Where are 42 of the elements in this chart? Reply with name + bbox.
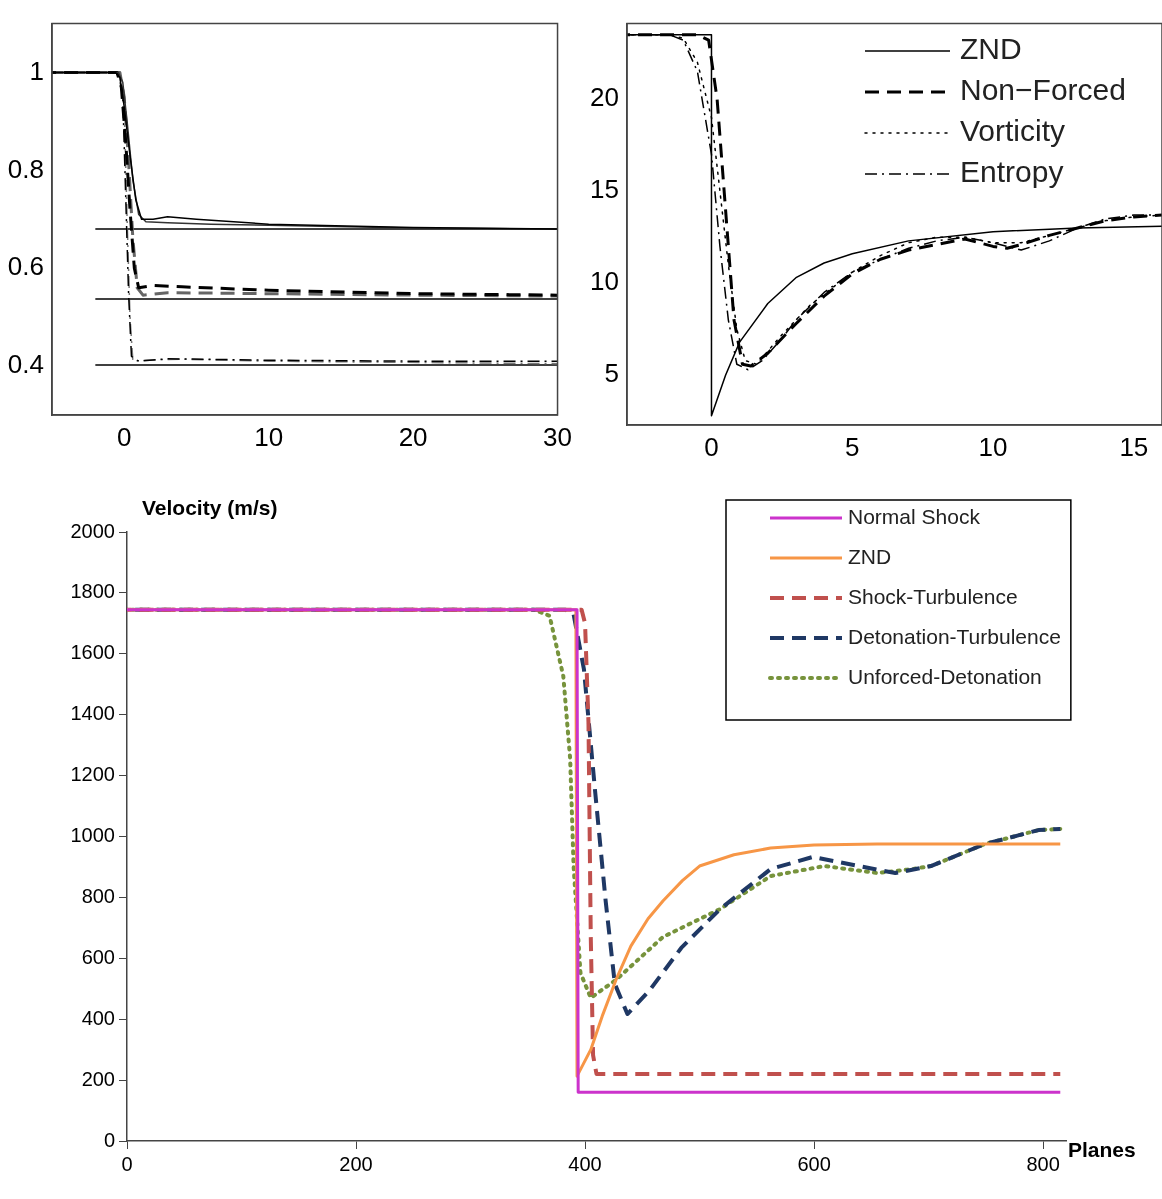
legend-label: ZND (960, 32, 1022, 66)
x-tick-label: 10 (254, 421, 284, 452)
y-tick-label: 0.6 (7, 251, 44, 282)
y-tick-label: 1400 (70, 702, 115, 725)
y-tick-label: 10 (590, 266, 619, 297)
x-tick-label: 800 (1026, 1152, 1060, 1175)
y-tick-label: 1800 (70, 580, 115, 603)
y-tick-label: 1000 (70, 824, 115, 847)
y-tick-label: 2000 (70, 519, 115, 542)
y-tick-label: 1200 (70, 763, 115, 786)
y-tick-label: 5 (604, 358, 619, 389)
legend-label: Unforced-Detonation (848, 664, 1042, 688)
y-tick-label: 0 (103, 1128, 115, 1151)
y-tick-label: 0.4 (7, 349, 44, 380)
y-tick-label: 800 (81, 884, 115, 907)
x-tick-label: 10 (978, 431, 1008, 462)
legend-label: Entropy (960, 155, 1064, 189)
legend-label: Normal Shock (848, 504, 981, 528)
x-tick-label: 5 (845, 431, 860, 462)
legend-label: Vorticity (960, 114, 1066, 148)
legend-label: Non−Forced (960, 73, 1126, 107)
y-tick-label: 200 (81, 1067, 115, 1090)
x-tick-label: 15 (1119, 431, 1149, 462)
legend-label: Detonation-Turbulence (848, 624, 1061, 648)
x-tick-label: 0 (704, 431, 719, 462)
legend-label: ZND (848, 544, 892, 568)
y-tick-label: 20 (590, 82, 619, 113)
y-axis-title: Velocity (m/s) (142, 496, 278, 520)
x-tick-label: 600 (797, 1152, 831, 1175)
legend-label: Shock-Turbulence (848, 584, 1018, 608)
x-tick-label: 0 (121, 1152, 133, 1175)
y-tick-label: 15 (590, 174, 619, 205)
x-tick-label: 30 (543, 421, 572, 452)
y-tick-label: 600 (81, 945, 115, 968)
x-axis-title: Planes (1068, 1137, 1136, 1161)
y-tick-label: 1 (29, 55, 44, 86)
y-tick-label: 400 (81, 1006, 115, 1029)
y-tick-label: 0.8 (7, 153, 44, 184)
x-tick-label: 20 (398, 421, 428, 452)
x-tick-label: 200 (339, 1152, 373, 1175)
x-tick-label: 400 (568, 1152, 602, 1175)
y-tick-label: 1600 (70, 641, 115, 664)
